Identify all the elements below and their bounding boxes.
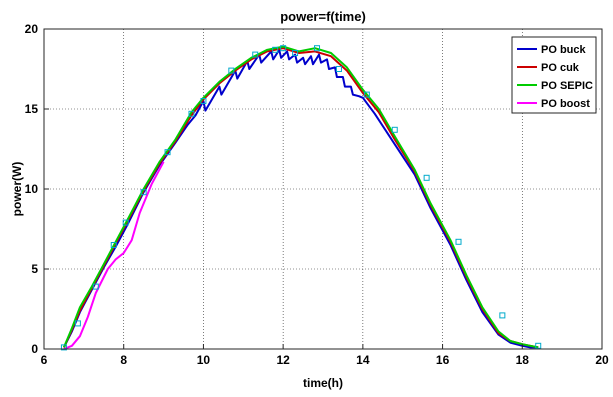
data-marker [228, 67, 235, 74]
data-marker [292, 50, 299, 56]
data-marker [200, 98, 207, 104]
y-axis-label: power(W) [10, 162, 24, 217]
y-tick-label: 15 [25, 102, 39, 116]
data-marker [74, 320, 81, 327]
data-marker [272, 46, 279, 53]
data-marker [423, 174, 430, 181]
legend: PO buck PO cuk PO SEPIC PO boost [511, 36, 597, 114]
x-tick-label: 14 [356, 353, 370, 367]
y-tick-label: 5 [31, 262, 38, 276]
data-marker [455, 238, 462, 245]
x-tick-label: 16 [436, 353, 450, 367]
y-tick-label: 0 [31, 342, 38, 356]
chart-title: power=f(time) [280, 9, 366, 24]
data-marker [188, 110, 195, 117]
data-marker [60, 344, 67, 351]
data-marker [164, 149, 171, 156]
data-marker [280, 45, 287, 52]
series-line-po-buck [63, 48, 539, 349]
legend-label: PO SEPIC [541, 80, 593, 92]
marker-layer [60, 45, 542, 351]
data-marker [314, 45, 321, 52]
y-tick-label: 10 [25, 182, 39, 196]
data-marker [140, 189, 147, 196]
data-marker [499, 312, 506, 319]
legend-label: PO cuk [541, 62, 580, 74]
data-marker [122, 219, 129, 226]
data-marker [363, 91, 370, 98]
series-layer [62, 45, 539, 350]
legend-label: PO buck [541, 44, 587, 56]
x-tick-label: 12 [276, 353, 290, 367]
data-marker [110, 242, 117, 248]
x-tick-label: 6 [41, 353, 48, 367]
x-tick-label: 10 [197, 353, 211, 367]
data-marker [252, 51, 259, 58]
legend-label: PO boost [541, 98, 590, 110]
x-axis-label: time(h) [303, 376, 343, 390]
x-tick-label: 18 [516, 353, 530, 367]
y-tick-label: 20 [25, 22, 39, 36]
series-line-po-boost [63, 161, 165, 350]
tick-layer: 6 8 10 12 14 16 18 20 0 5 10 15 20 [25, 22, 609, 367]
x-tick-label: 8 [120, 353, 127, 367]
data-marker [335, 66, 342, 72]
grid-lines [44, 29, 602, 349]
data-marker [92, 283, 99, 290]
data-marker [391, 126, 398, 133]
series-line-po-sepic [62, 45, 539, 349]
x-tick-label: 20 [595, 353, 609, 367]
data-marker [535, 342, 542, 349]
